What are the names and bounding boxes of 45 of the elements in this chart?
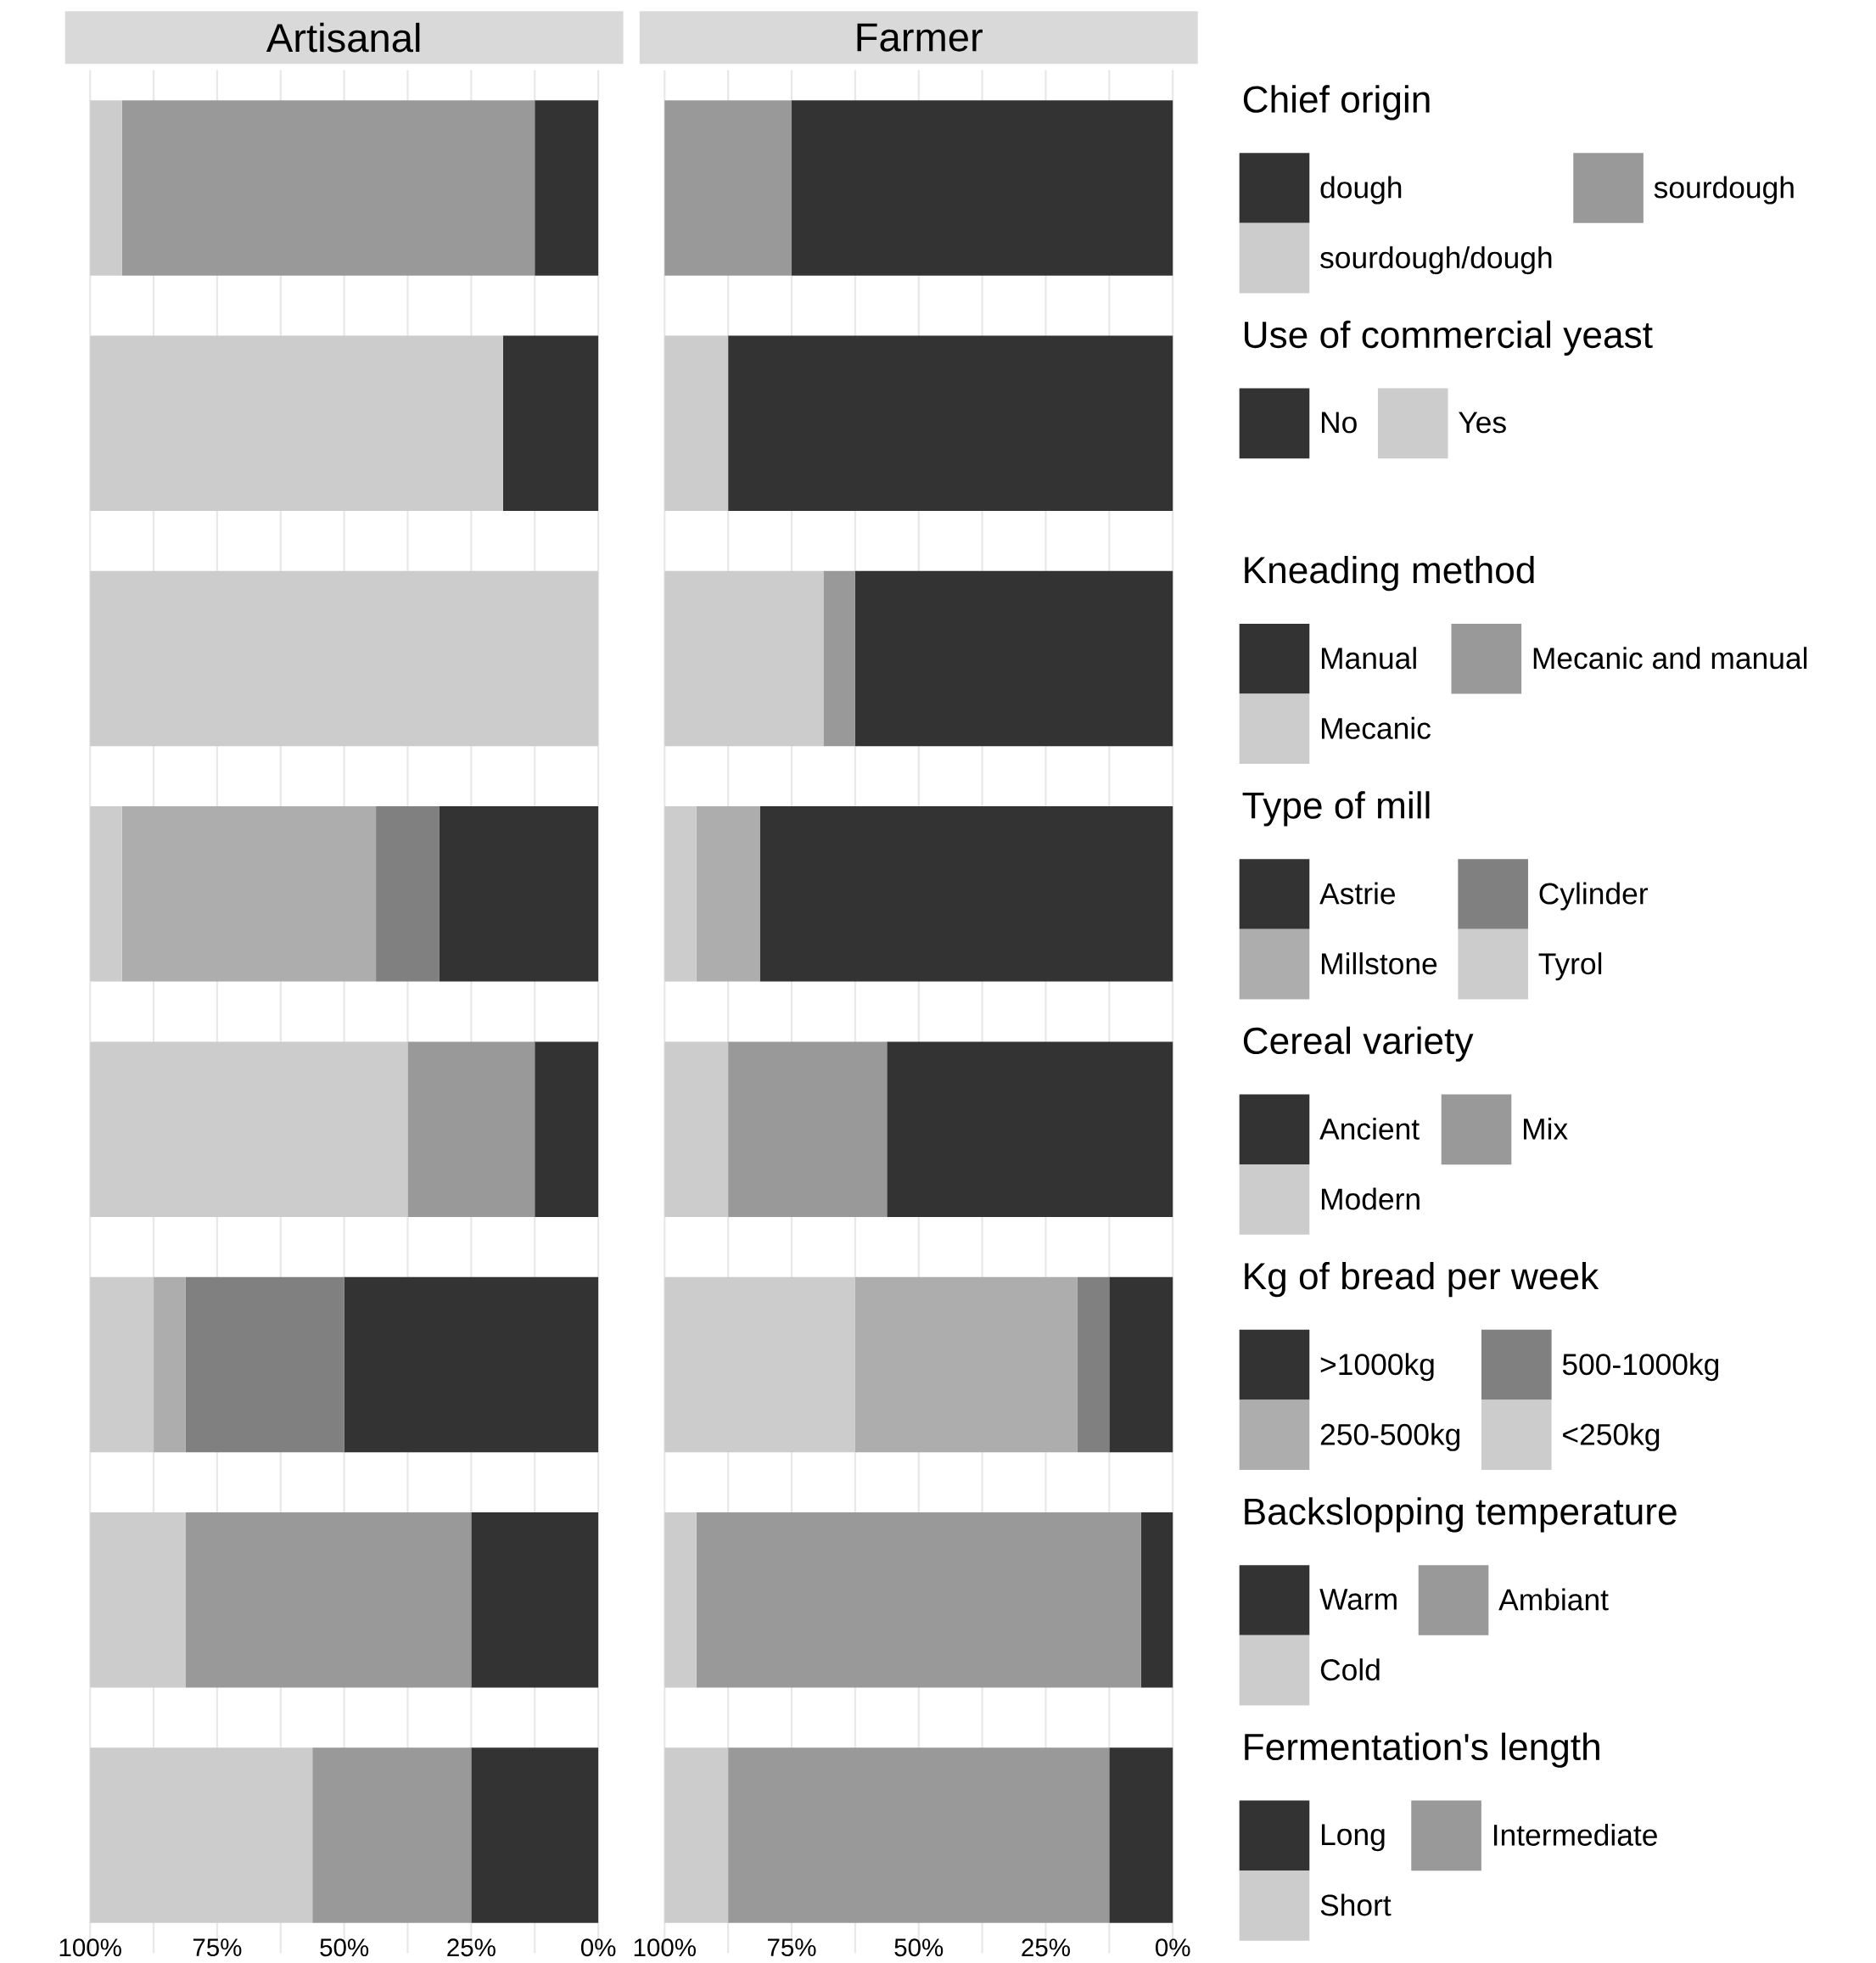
legend-label: Ambiant xyxy=(1498,1588,1609,1611)
legend-label: Cold xyxy=(1320,1658,1380,1681)
legend-label: Modern xyxy=(1321,1187,1420,1210)
text: Backslopping temperature xyxy=(1245,1497,1677,1533)
legend-label: No xyxy=(1321,412,1357,434)
legend-label: Ancient xyxy=(1319,1117,1420,1140)
x-tick-label: 75% xyxy=(767,1938,816,1957)
legend-label: 250-500kg xyxy=(1320,1422,1459,1451)
legend-label: Mecanic and manual xyxy=(1533,647,1807,670)
legend-label: Long xyxy=(1321,1824,1385,1852)
text: Fermentation's length xyxy=(1245,1732,1599,1768)
text: Type of mill xyxy=(1242,791,1430,827)
legend-label: Tyrol xyxy=(1538,952,1602,981)
legend-label: dough xyxy=(1320,176,1402,205)
x-tick-label: 0% xyxy=(1155,1938,1190,1957)
legend-label: Mix xyxy=(1523,1117,1568,1140)
text: Kg of bread per week xyxy=(1245,1261,1599,1298)
x-tick-label: 25% xyxy=(447,1938,496,1957)
legend-label: sourdough xyxy=(1654,176,1794,205)
x-tick-label: 50% xyxy=(320,1938,369,1957)
legend-label: sourdough/dough xyxy=(1319,246,1552,275)
legend-label: Short xyxy=(1320,1893,1392,1916)
legend-label: Intermediate xyxy=(1493,1823,1657,1846)
legend-label: Cylinder xyxy=(1539,882,1648,911)
x-tick-label: 50% xyxy=(894,1938,944,1957)
legend-label: Mecanic xyxy=(1321,716,1431,739)
legend-label: Yes xyxy=(1459,412,1506,434)
x-tick-label: 25% xyxy=(1022,1938,1070,1957)
text: Chief origin xyxy=(1243,85,1430,121)
legend-label: Warm xyxy=(1319,1589,1397,1610)
text: Kneading method xyxy=(1245,555,1534,592)
legend-label: 500-1000kg xyxy=(1562,1353,1718,1382)
legend-label: Millstone xyxy=(1321,952,1437,975)
text: Use of commercial yeast xyxy=(1244,320,1653,356)
x-tick-label: 100% xyxy=(59,1938,121,1957)
x-tick-label: 100% xyxy=(634,1938,696,1957)
legend-label: >1000kg xyxy=(1320,1353,1434,1382)
x-tick-label: 75% xyxy=(193,1938,242,1957)
legend-label: <250kg xyxy=(1563,1422,1660,1451)
legend-label: Astrie xyxy=(1319,882,1395,905)
legend-label: Manual xyxy=(1321,647,1416,670)
chart-title: Artisanal xyxy=(266,22,420,53)
chart-title: Farmer xyxy=(857,23,983,52)
text: Cereal variety xyxy=(1243,1026,1474,1062)
x-tick-label: 0% xyxy=(580,1938,616,1957)
